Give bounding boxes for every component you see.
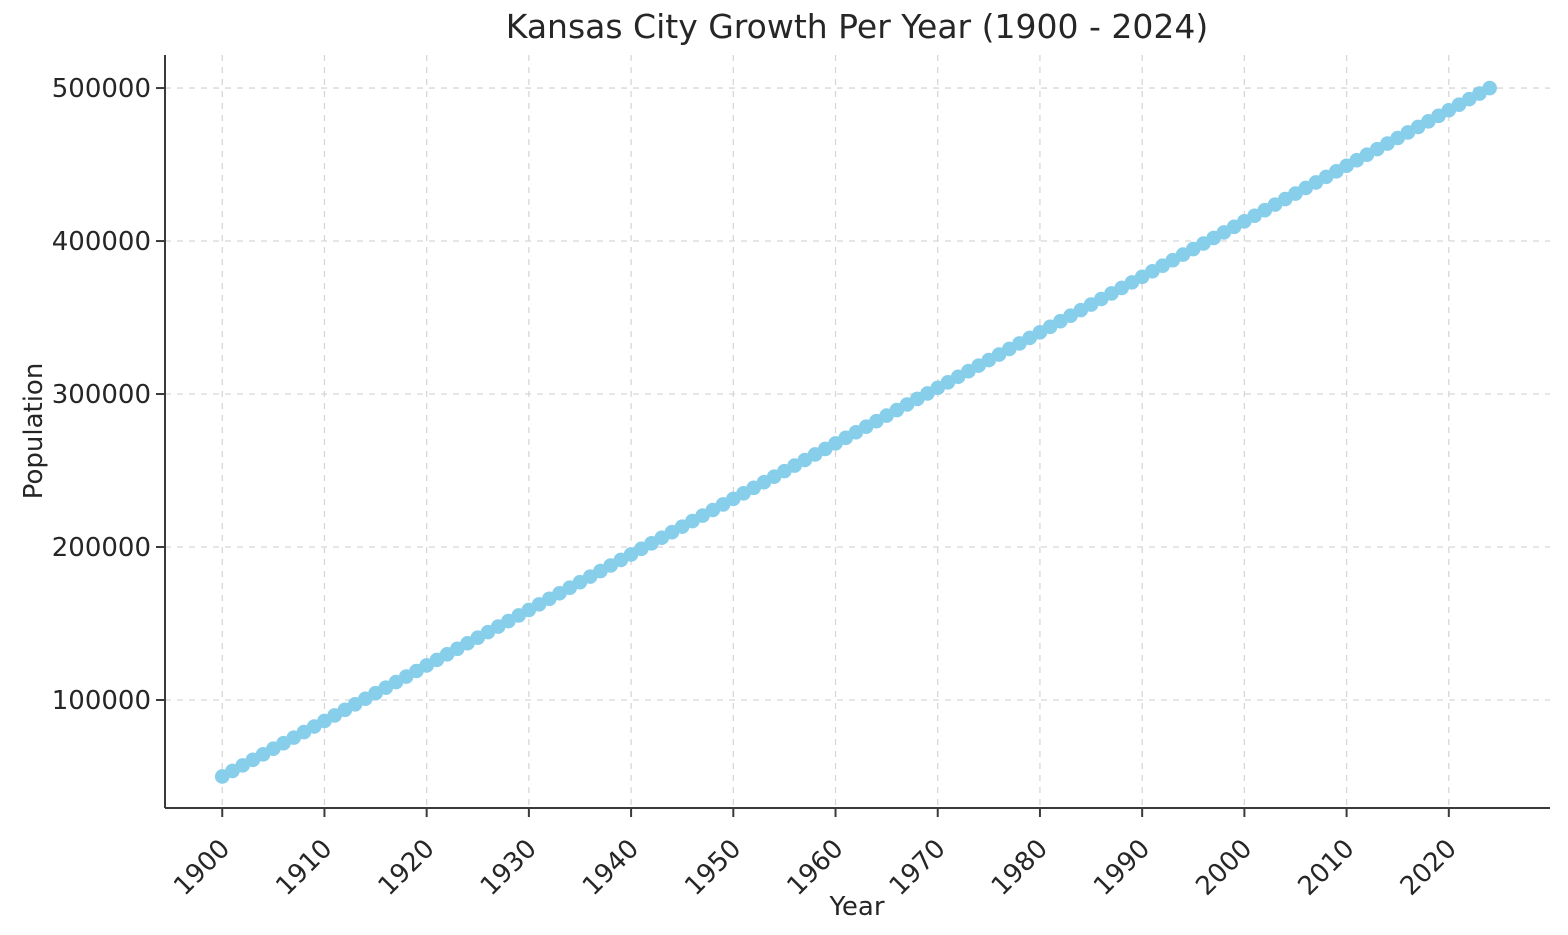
y-tick-label: 400000 (52, 227, 151, 257)
y-tick-labels: 100000 200000 300000 400000 500000 (52, 74, 151, 716)
x-tick-label: 1970 (884, 834, 952, 902)
x-tick-label: 2020 (1395, 834, 1463, 902)
x-tick-label: 1900 (168, 834, 236, 902)
gridlines (165, 55, 1550, 808)
x-tick-labels: 1900 1910 1920 1930 1940 1950 1960 1970 1980 1990… (168, 834, 1463, 902)
x-tick-label: 1910 (270, 834, 338, 902)
data-points (214, 80, 1497, 784)
x-tick-label: 2000 (1190, 834, 1258, 902)
x-tick-label: 1930 (475, 834, 543, 902)
y-tick-label: 100000 (52, 686, 151, 716)
data-point (1482, 80, 1497, 96)
chart-title: Kansas City Growth Per Year (1900 - 2024… (506, 7, 1208, 46)
x-tick-label: 2010 (1293, 834, 1361, 902)
y-tick-label: 500000 (52, 74, 151, 104)
tick-marks (156, 87, 1450, 817)
x-tick-label: 1950 (679, 834, 747, 902)
y-tick-label: 300000 (52, 380, 151, 410)
y-axis-label: Population (19, 363, 49, 500)
x-tick-label: 1990 (1088, 834, 1156, 902)
axis-spines (164, 55, 1550, 809)
x-axis-label: Year (828, 892, 884, 922)
x-tick-label: 1920 (373, 834, 441, 902)
y-tick-label: 200000 (52, 533, 151, 563)
x-tick-label: 1980 (986, 834, 1054, 902)
x-tick-label: 1940 (577, 834, 645, 902)
